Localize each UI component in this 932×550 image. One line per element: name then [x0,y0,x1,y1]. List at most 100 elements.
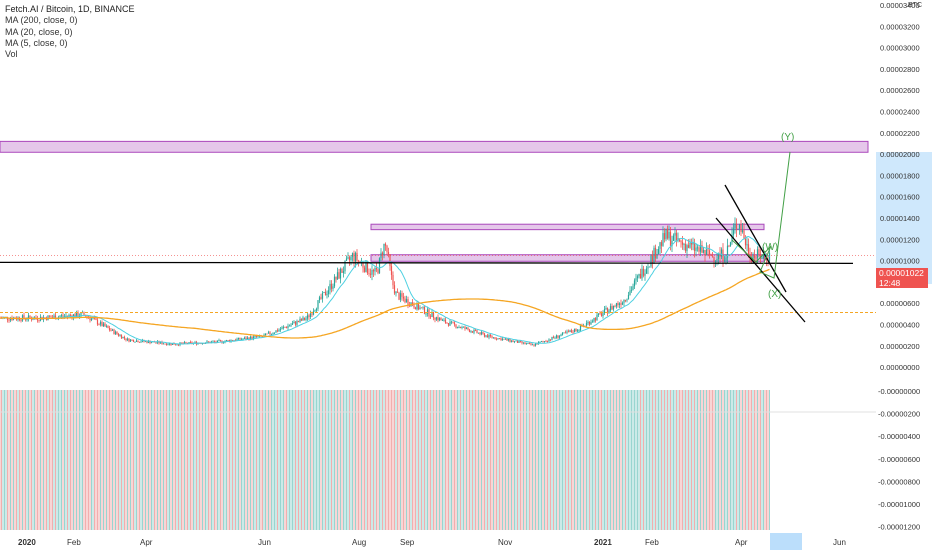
volume-bar [479,390,481,530]
candle-body [165,343,168,345]
candle-body [611,306,613,310]
candle-body [240,339,243,341]
candle-body [624,299,627,301]
candle-body [270,333,273,335]
candle-body [693,242,696,251]
candle-body [543,341,546,342]
volume-bar [620,390,622,530]
volume-bar [502,390,503,530]
volume-bar [271,390,272,530]
volume-bar [631,390,632,530]
candle-body [542,341,544,343]
time-tick-label: 2021 [594,538,612,547]
volume-bar [211,390,212,530]
candle-body [80,312,82,317]
resistance-zone [0,140,869,153]
volume-bar [320,390,322,530]
volume-bar [650,390,652,530]
candle-body [504,338,507,340]
volume-bar [262,390,263,530]
volume-bar [187,390,188,530]
volume-bar [35,390,37,530]
volume-bar [575,390,577,530]
candle-body [242,338,244,340]
volume-bar [497,390,499,530]
volume-bar [614,390,616,530]
volume-bar [478,390,479,530]
volume-bar [557,390,559,530]
candle-body [78,316,81,318]
candle-body [585,323,588,326]
candle-body [546,341,549,343]
volume-bar [256,390,257,530]
candle-body [641,268,643,279]
price-tick-label: 0.00002600 [880,86,920,95]
time-tick-label: Apr [735,538,748,547]
candle-body [351,253,354,257]
candle-body [392,274,394,286]
volume-bar [0,390,1,530]
candle-body [20,320,22,321]
candle-body [335,276,337,280]
candle-body [734,223,736,229]
volume-bar [749,390,751,530]
volume-bar [25,390,26,530]
volume-bar [464,390,466,530]
resistance-zone [370,223,765,231]
volume-bar [49,390,50,530]
volume-bar [59,390,61,530]
candle-body [398,292,400,300]
volume-bar [359,390,361,530]
volume-bar [376,390,377,530]
candle-body [305,318,307,320]
candle-body [347,257,349,259]
volume-bar [92,390,94,530]
volume-bar [52,390,53,530]
volume-bar [659,390,661,530]
volume-bar [367,390,368,530]
candle-body [449,321,451,326]
volume-bar [556,390,557,530]
candle-body [506,338,508,341]
volume-bar [368,390,370,530]
candle-body [213,341,216,343]
candle-body [587,321,589,324]
candle-body [669,231,672,246]
volume-bar [701,390,703,530]
volume-bar [349,390,350,530]
volume-bar [233,390,235,530]
volume-bar [592,390,593,530]
volume-bar [382,390,383,530]
volume-bar [353,390,355,530]
time-tick-label: Feb [67,538,81,547]
candle-body [261,336,264,338]
candle-body [306,315,309,319]
candle-body [743,230,745,239]
candle-body [668,231,670,239]
candle-body [288,325,291,327]
volume-bar [718,390,719,530]
candle-body [125,338,127,341]
volume-bar [544,390,545,530]
volume-bar [484,390,485,530]
volume-bar [449,390,451,530]
candle-body [51,317,54,318]
volume-bar [73,390,74,530]
volume-bar [661,390,662,530]
volume-bar [496,390,497,530]
volume-bar [116,390,118,530]
volume-bar [341,390,343,530]
volume-bar [247,390,248,530]
volume-bar [217,390,218,530]
volume-bar [37,390,38,530]
candle-body [386,245,388,253]
volume-bar [257,390,259,530]
volume-bar [275,390,277,530]
volume-bar [253,390,254,530]
candle-body [173,343,175,345]
candle-body [219,340,222,342]
candle-body [653,247,655,263]
volume-bar [374,390,376,530]
volume-bar [218,390,220,530]
